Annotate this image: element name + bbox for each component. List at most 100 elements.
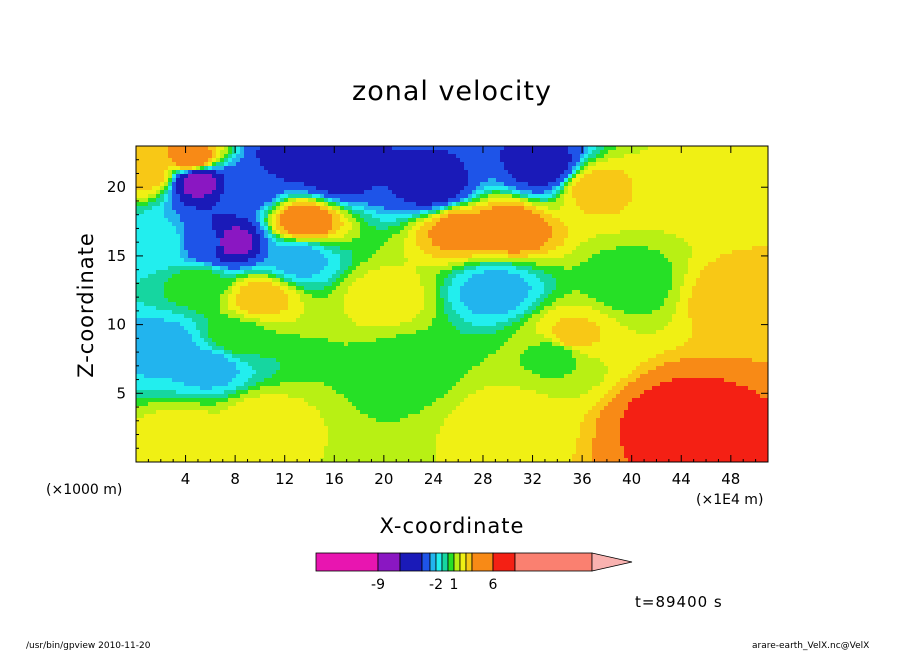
field-cell [568, 218, 573, 223]
field-cell [484, 246, 489, 251]
field-cell [244, 178, 249, 183]
field-cell [348, 158, 353, 163]
field-cell [316, 182, 321, 187]
field-cell [572, 186, 577, 191]
field-cell [660, 234, 665, 239]
field-cell [540, 262, 545, 267]
field-cell [408, 250, 413, 255]
field-cell [344, 154, 349, 159]
field-cell [228, 218, 233, 223]
field-cell [352, 210, 357, 215]
field-cell [408, 210, 413, 215]
field-cell [564, 182, 569, 187]
field-cell [456, 166, 461, 171]
field-cell [248, 230, 253, 235]
field-cell [548, 250, 553, 255]
field-cell [360, 202, 365, 207]
field-cell [280, 210, 285, 215]
field-cell [440, 226, 445, 231]
field-cell [184, 242, 189, 247]
field-cell [288, 190, 293, 195]
field-cell [372, 202, 377, 207]
field-cell [660, 198, 665, 203]
field-cell [676, 250, 681, 255]
field-cell [712, 190, 717, 195]
field-cell [256, 266, 261, 271]
field-cell [428, 154, 433, 159]
field-cell [620, 146, 625, 151]
field-cell [720, 218, 725, 223]
field-cell [212, 246, 217, 251]
field-cell [332, 226, 337, 231]
field-cell [316, 174, 321, 179]
field-cell [732, 246, 737, 251]
field-cell [684, 214, 689, 219]
field-cell [676, 194, 681, 199]
field-cell [396, 238, 401, 243]
field-cell [680, 266, 685, 271]
field-cell [208, 182, 213, 187]
field-cell [248, 194, 253, 199]
field-cell [512, 186, 517, 191]
field-cell [588, 154, 593, 159]
field-cell [660, 194, 665, 199]
field-cell [168, 242, 173, 247]
field-cell [372, 262, 377, 267]
field-cell [336, 182, 341, 187]
field-cell [508, 146, 513, 151]
field-cell [324, 146, 329, 151]
field-cell [244, 230, 249, 235]
field-cell [704, 182, 709, 187]
field-cell [288, 182, 293, 187]
field-cell [340, 210, 345, 215]
field-cell [620, 246, 625, 251]
field-cell [580, 166, 585, 171]
field-cell [156, 226, 161, 231]
field-cell [560, 182, 565, 187]
field-cell [688, 182, 693, 187]
field-cell [636, 266, 641, 271]
field-cell [424, 146, 429, 151]
field-cell [428, 262, 433, 267]
field-cell [604, 218, 609, 223]
field-cell [172, 218, 177, 223]
field-cell [372, 150, 377, 155]
field-cell [236, 206, 241, 211]
field-cell [492, 258, 497, 263]
field-cell [684, 266, 689, 271]
field-cell [604, 222, 609, 227]
field-cell [456, 186, 461, 191]
field-cell [668, 162, 673, 167]
field-cell [180, 242, 185, 247]
field-cell [172, 174, 177, 179]
field-cell [696, 178, 701, 183]
field-cell [388, 258, 393, 263]
field-cell [324, 206, 329, 211]
field-cell [420, 182, 425, 187]
field-cell [428, 158, 433, 163]
field-cell [656, 210, 661, 215]
field-cell [448, 170, 453, 175]
field-cell [236, 190, 241, 195]
field-cell [392, 178, 397, 183]
field-cell [232, 266, 237, 271]
field-cell [520, 194, 525, 199]
field-cell [236, 214, 241, 219]
field-cell [660, 242, 665, 247]
field-cell [332, 250, 337, 255]
field-cell [172, 190, 177, 195]
field-cell [636, 198, 641, 203]
field-cell [508, 170, 513, 175]
field-cell [308, 270, 313, 275]
field-cell [748, 254, 753, 259]
field-cell [152, 206, 157, 211]
field-cell [424, 218, 429, 223]
field-cell [380, 190, 385, 195]
field-cell [668, 210, 673, 215]
field-cell [736, 150, 741, 155]
field-cell [268, 174, 273, 179]
field-cell [344, 210, 349, 215]
field-cell [740, 182, 745, 187]
field-cell [684, 206, 689, 211]
field-cell [384, 270, 389, 275]
